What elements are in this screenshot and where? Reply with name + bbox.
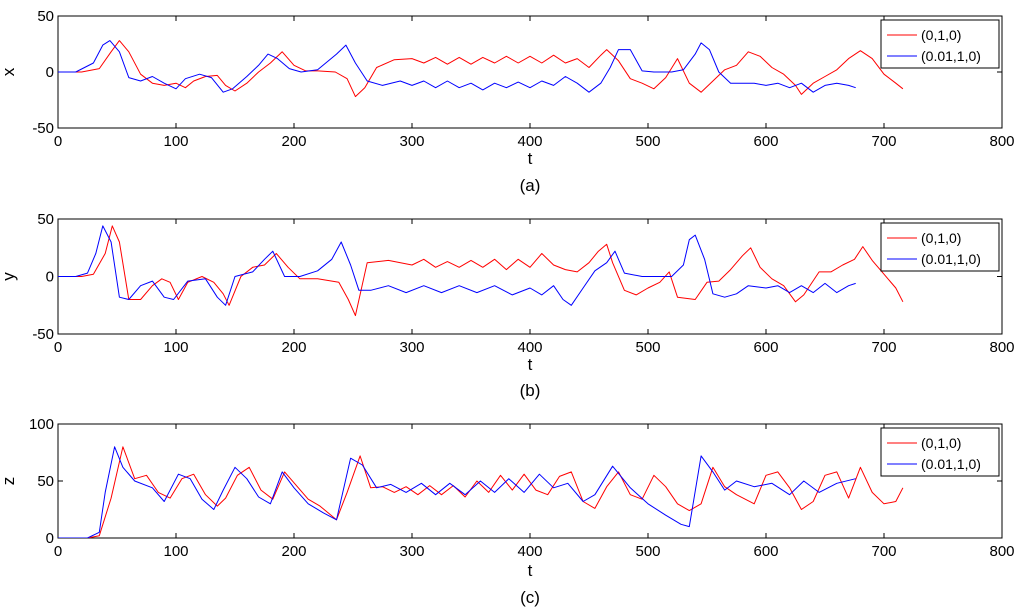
legend-box <box>880 19 1000 69</box>
plot-frame <box>57 218 1003 335</box>
legend: (0,1,0) (0.01,1,0) <box>880 427 1000 477</box>
panel-caption: (b) <box>520 381 541 400</box>
x-tick-label: 200 <box>281 543 306 560</box>
legend-label: (0,1,0) <box>921 435 961 451</box>
legend: (0,1,0) (0.01,1,0) <box>880 222 1000 272</box>
plot-frame <box>57 15 1003 129</box>
x-tick-label: 400 <box>517 133 542 150</box>
legend-box <box>880 427 1000 477</box>
x-tick-label: 600 <box>753 133 778 150</box>
x-tick-label: 200 <box>281 133 306 150</box>
x-tick-label: 400 <box>517 339 542 356</box>
chart-panel: 0 100 200 300 400 500 600 700 800 0 50 100 t z (c) (0,1… <box>0 416 1015 607</box>
y-tick-label: 0 <box>46 269 54 286</box>
legend-label: (0,1,0) <box>921 230 961 246</box>
x-tick-label: 600 <box>753 543 778 560</box>
legend-box <box>880 222 1000 272</box>
series-line-1 <box>58 446 904 538</box>
legend-label: (0.01,1,0) <box>921 48 981 64</box>
x-tick-label: 600 <box>753 339 778 356</box>
x-tick-label: 500 <box>635 339 660 356</box>
series-line-1 <box>58 40 904 98</box>
y-axis-label: y <box>0 272 18 281</box>
x-tick-label: 700 <box>871 133 896 150</box>
y-tick-label: 50 <box>37 211 54 228</box>
x-tick-label: 800 <box>989 133 1014 150</box>
legend-label: (0.01,1,0) <box>921 456 981 472</box>
y-tick-label: 50 <box>37 473 54 490</box>
y-tick-label: 100 <box>29 416 54 433</box>
x-tick-label: 300 <box>399 543 424 560</box>
legend: (0,1,0) (0.01,1,0) <box>880 19 1000 69</box>
x-tick-label: 200 <box>281 339 306 356</box>
legend-label: (0,1,0) <box>921 27 961 43</box>
series-line-1 <box>58 225 904 317</box>
x-tick-label: 300 <box>399 133 424 150</box>
y-tick-label: 0 <box>46 530 54 547</box>
y-tick-label: -50 <box>32 120 54 137</box>
x-axis-label: t <box>528 561 533 580</box>
chart-panel: 0 100 200 300 400 500 600 700 800-50050ty(b)(0,1… <box>0 211 1015 400</box>
y-tick-label: -50 <box>32 326 54 343</box>
y-tick-label: 0 <box>46 64 54 81</box>
x-tick-label: 700 <box>871 543 896 560</box>
x-tick-label: 300 <box>399 339 424 356</box>
panel-caption: (c) <box>520 588 540 607</box>
panel-caption: (a) <box>520 176 541 195</box>
x-tick-label: 0 <box>54 339 62 356</box>
x-tick-label: 0 <box>54 543 62 560</box>
x-tick-label: 700 <box>871 339 896 356</box>
x-axis-label: t <box>528 149 533 168</box>
series-line-2 <box>58 40 856 93</box>
series-line-2 <box>58 446 856 538</box>
x-tick-label: 500 <box>635 543 660 560</box>
y-axis-label: z <box>0 477 18 486</box>
series-line-2 <box>58 225 856 306</box>
plot-frame <box>57 423 1003 539</box>
x-axis-label: t <box>528 355 533 374</box>
chart-panel: 0 100 200 300 400 500 600 700 800-50050tx(a)(0,1… <box>0 8 1015 195</box>
x-tick-label: 100 <box>163 339 188 356</box>
x-tick-label: 100 <box>163 133 188 150</box>
x-tick-label: 500 <box>635 133 660 150</box>
x-tick-label: 100 <box>163 543 188 560</box>
legend-label: (0.01,1,0) <box>921 251 981 267</box>
x-tick-label: 800 <box>989 543 1014 560</box>
x-tick-label: 800 <box>989 339 1014 356</box>
x-tick-label: 0 <box>54 133 62 150</box>
y-tick-label: 50 <box>37 8 54 25</box>
y-axis-label: x <box>0 67 18 76</box>
x-tick-label: 400 <box>517 543 542 560</box>
